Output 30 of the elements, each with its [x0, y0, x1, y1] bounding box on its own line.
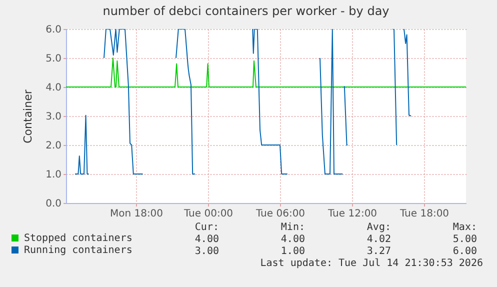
y-tick-label: 4.0 [46, 82, 62, 94]
text: 1.00 [280, 246, 305, 257]
x-tick-label: Tue 12:00 [326, 208, 378, 220]
text: 4.00 [194, 234, 219, 245]
text: Avg: [366, 222, 391, 233]
x-tick-label: Mon 18:00 [110, 208, 164, 220]
text: 4.02 [366, 234, 391, 245]
text: 6.00 [452, 246, 477, 257]
x-tick-label: Tue 18:00 [398, 208, 450, 220]
text: Min: [280, 222, 305, 233]
y-tick-label: 5.0 [46, 54, 62, 64]
y-tick-label: 3.0 [46, 112, 62, 122]
y-axis-title: Container [22, 89, 35, 144]
legend-label: Stopped containers [24, 233, 132, 244]
text: 3.27 [366, 246, 391, 257]
y-tick-label: 0.0 [46, 198, 62, 210]
legend-label: Running containers [24, 245, 132, 256]
chart-title: number of debci containers per worker - by day [102, 4, 390, 18]
text: Max: [452, 222, 477, 233]
x-tick-label: Tue 06:00 [254, 208, 306, 220]
x-tick-label: Tue 00:00 [182, 208, 234, 220]
text: Last update: Tue Jul 14 21:30:53 2026 [260, 258, 483, 269]
y-tick-label: 6.0 [46, 24, 62, 36]
y-tick-label: 1.0 [46, 170, 62, 180]
text: 3.00 [194, 246, 219, 257]
text: 4.00 [280, 234, 305, 245]
y-tick-label: 2.0 [46, 140, 62, 152]
line-series [66, 58, 466, 88]
text: Cur: [194, 222, 219, 233]
text: 5.00 [452, 234, 477, 245]
